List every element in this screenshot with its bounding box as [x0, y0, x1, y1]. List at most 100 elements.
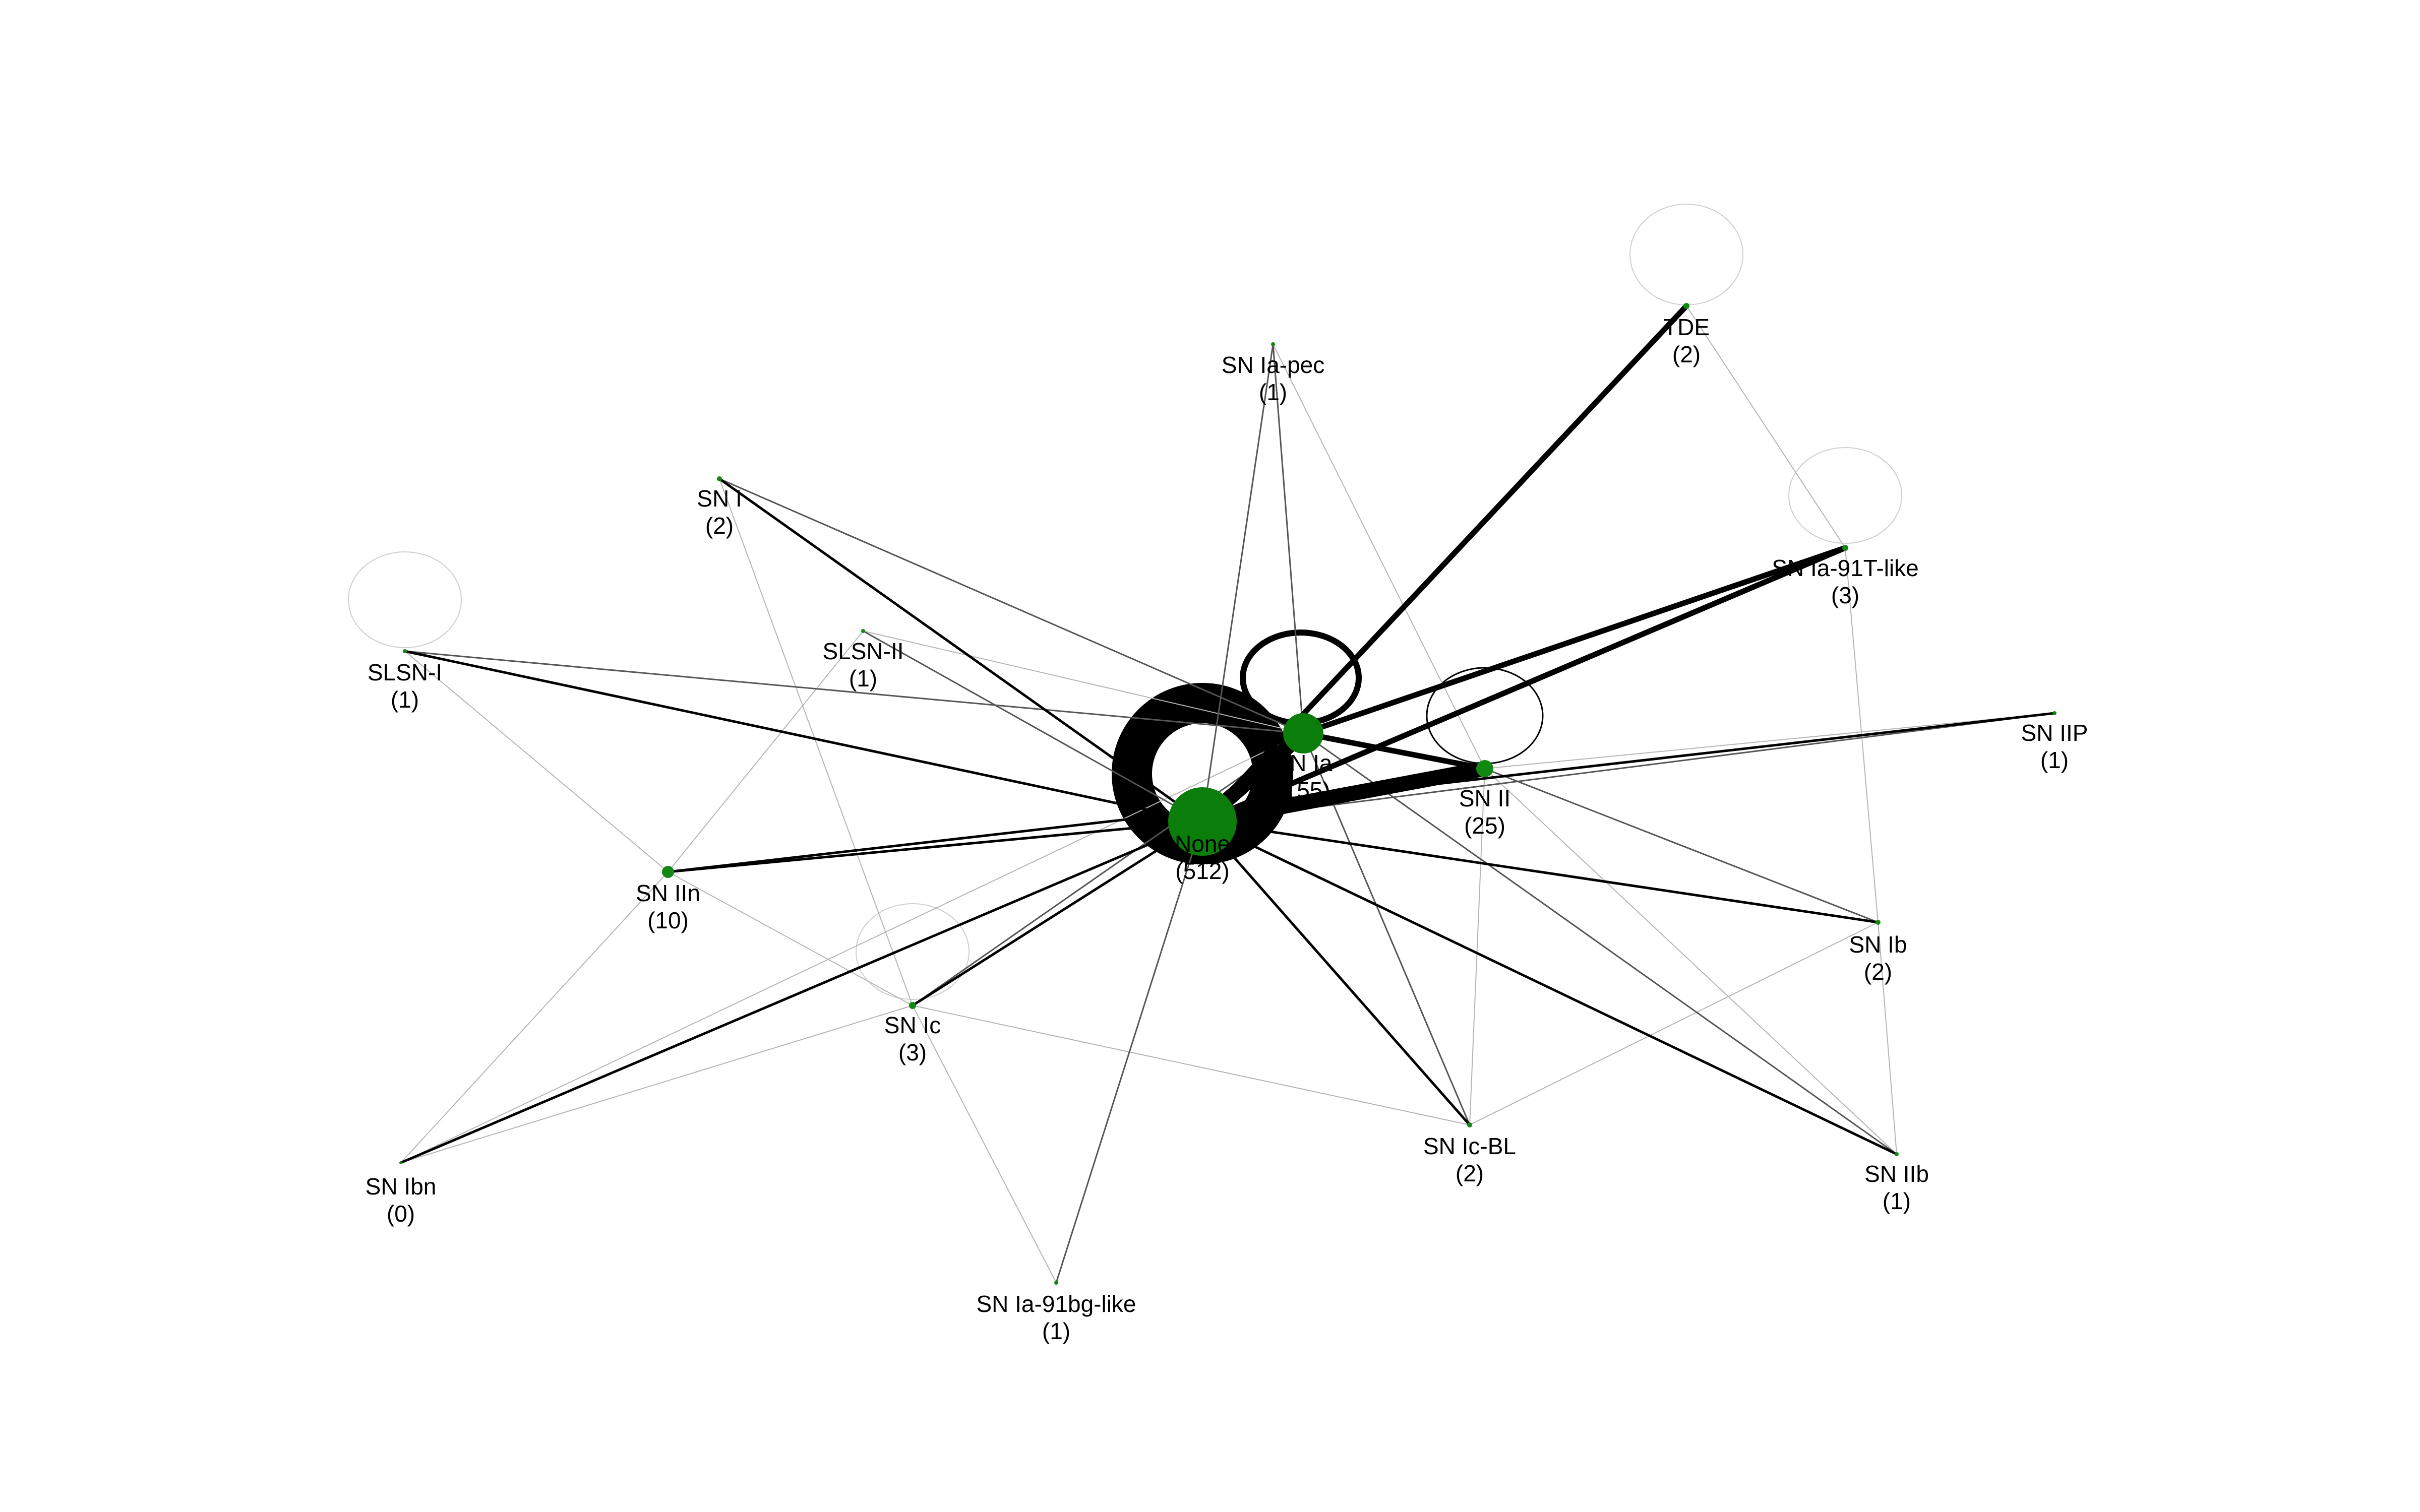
- node-sni: [717, 476, 722, 481]
- node-count-slsnii: (1): [849, 665, 877, 691]
- edge-none-tde: [1199, 303, 1689, 825]
- self-loop-slsni: [348, 551, 462, 648]
- labels-layer: None (512) SN Ia (155) SN II (25) SN IIn (10) SN…: [366, 314, 2088, 1344]
- edge-snia-slsni: [404, 650, 1304, 734]
- node-label-slsnii: SLSN-II (1): [822, 638, 903, 691]
- node-label-snia91t: SN Ia-91T-like (3): [1772, 555, 1918, 608]
- node-name-sniip: SN IIP: [2021, 720, 2088, 746]
- node-name-sniib: SN IIb: [1864, 1161, 1929, 1187]
- edge-snia-sniib: [1302, 732, 1898, 1155]
- node-label-none: None (512): [1175, 831, 1230, 884]
- edge-slsnii-snia: [863, 631, 1304, 734]
- node-slsnii: [861, 629, 865, 633]
- node-none: [1168, 787, 1237, 856]
- node-label-sniip: SN IIP (1): [2021, 720, 2088, 773]
- node-label-snic: SN Ic (3): [884, 1012, 941, 1065]
- node-label-snia: SN Ia (155): [1274, 750, 1332, 803]
- edge-sniapec-snii: [1273, 344, 1485, 769]
- edge-snii-snicbl: [1469, 768, 1485, 1125]
- edge-none-sniib: [1201, 820, 1898, 1156]
- edge-tde-snia91t: [1686, 305, 1846, 548]
- node-snii: [1476, 760, 1493, 777]
- node-snia: [1283, 713, 1323, 753]
- node-name-snib: SN Ib: [1849, 931, 1907, 958]
- node-sniip: [2052, 711, 2056, 715]
- edge-none-snii: [1195, 761, 1492, 829]
- edge-snia-snii: [1300, 730, 1488, 772]
- node-count-snic: (3): [898, 1039, 927, 1065]
- node-snibn: [399, 1161, 402, 1164]
- edge-none-snib: [1201, 820, 1880, 924]
- edge-none-sniip: [1201, 712, 2055, 823]
- node-count-snib: (2): [1864, 959, 1892, 985]
- node-count-snia: (155): [1276, 777, 1330, 803]
- edge-snibn-sniin: [400, 871, 669, 1163]
- node-sniin: [662, 866, 674, 878]
- node-name-none: None: [1175, 831, 1230, 857]
- node-name-snii: SN II: [1459, 785, 1510, 811]
- node-label-sniin: SN IIn (10): [636, 880, 700, 933]
- node-name-snicbl: SN Ic-BL: [1423, 1133, 1516, 1159]
- edge-none-snia91bg: [1055, 821, 1203, 1284]
- edge-slsni-sniin: [404, 651, 669, 872]
- node-label-sni: SN I (2): [697, 485, 742, 539]
- node-sniapec: [1271, 342, 1275, 346]
- edge-none-sni: [718, 477, 1204, 823]
- node-name-sni: SN I: [697, 485, 742, 512]
- node-slsni: [403, 649, 407, 653]
- node-snia91t: [1842, 545, 1848, 551]
- node-label-snicbl: SN Ic-BL (2): [1423, 1133, 1516, 1186]
- node-snia91bg: [1054, 1281, 1058, 1285]
- self-loop-snic: [856, 903, 970, 1000]
- node-count-sniip: (1): [2040, 747, 2069, 773]
- node-count-snii: (25): [1464, 812, 1505, 839]
- edge-none-snibn: [399, 820, 1204, 1164]
- edge-snicbl-snib: [1469, 922, 1879, 1125]
- node-name-slsnii: SLSN-II: [822, 638, 903, 664]
- edge-none-snia91t: [1199, 545, 1848, 825]
- edge-snia91bg-snic: [912, 1005, 1057, 1283]
- node-count-sniin: (10): [647, 907, 689, 933]
- node-name-snia91t: SN Ia-91T-like: [1772, 555, 1918, 581]
- edge-snibn-snia: [400, 733, 1304, 1163]
- node-snib: [1876, 920, 1881, 925]
- node-count-snia91bg: (1): [1042, 1318, 1070, 1344]
- node-tde: [1683, 303, 1689, 309]
- edge-snia-snia91t: [1300, 545, 1848, 736]
- node-count-snia91t: (3): [1831, 582, 1859, 608]
- edge-snia-sni: [718, 478, 1304, 734]
- node-count-snicbl: (2): [1456, 1160, 1484, 1186]
- edge-snii-snib: [1484, 768, 1879, 923]
- node-count-sni: (2): [705, 513, 734, 539]
- node-label-tde: TDE (2): [1663, 314, 1710, 367]
- edge-none-snicbl: [1201, 820, 1471, 1126]
- edge-none-sniin: [667, 820, 1204, 873]
- edge-none-snic: [911, 820, 1204, 1007]
- self-loop-snia91t: [1788, 447, 1902, 544]
- node-count-slsni: (1): [391, 686, 419, 713]
- nodes-layer: [399, 303, 2056, 1285]
- edge-none-sniapec: [1201, 343, 1274, 823]
- node-label-snibn: SN Ibn (0): [366, 1173, 437, 1227]
- edge-snib-sniib: [1878, 922, 1897, 1155]
- node-count-tde: (2): [1672, 341, 1701, 367]
- node-name-snia91bg: SN Ia-91bg-like: [976, 1291, 1136, 1317]
- node-label-slsni: SLSN-I (1): [368, 659, 442, 713]
- node-label-snib: SN Ib (2): [1849, 931, 1907, 985]
- node-name-slsni: SLSN-I: [368, 659, 442, 685]
- edges-layer: [399, 303, 2056, 1284]
- node-label-sniib: SN IIb (1): [1864, 1161, 1929, 1214]
- node-count-sniib: (1): [1883, 1188, 1911, 1214]
- node-label-snia91bg: SN Ia-91bg-like (1): [976, 1291, 1136, 1344]
- node-name-tde: TDE: [1663, 314, 1710, 340]
- node-sniib: [1895, 1152, 1899, 1156]
- edge-snii-sniip: [1484, 713, 2055, 769]
- edge-sni-snic: [719, 478, 913, 1006]
- node-count-none: (512): [1175, 858, 1229, 884]
- node-name-snic: SN Ic: [884, 1012, 941, 1038]
- node-name-snibn: SN Ibn: [366, 1173, 437, 1200]
- node-snicbl: [1467, 1122, 1472, 1127]
- node-count-sniapec: (1): [1259, 379, 1287, 405]
